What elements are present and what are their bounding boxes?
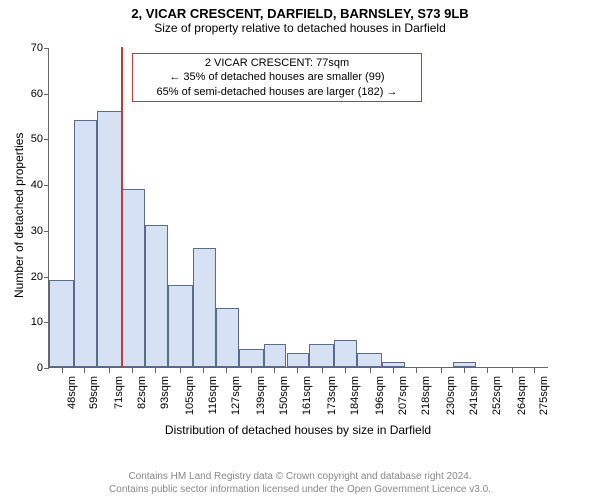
xtick-label: 150sqm xyxy=(278,376,290,415)
histogram-bar xyxy=(49,280,74,367)
histogram-bar xyxy=(74,120,97,367)
histogram-bar xyxy=(382,362,405,367)
title-line1: 2, VICAR CRESCENT, DARFIELD, BARNSLEY, S… xyxy=(0,6,600,21)
histogram-bar xyxy=(122,189,145,367)
footer-line1: Contains HM Land Registry data © Crown c… xyxy=(0,471,600,484)
xtick-mark xyxy=(416,368,417,373)
ytick-mark xyxy=(44,48,49,49)
histogram-bar xyxy=(216,308,239,367)
xtick-label: 230sqm xyxy=(445,376,457,415)
xtick-mark xyxy=(393,368,394,373)
xtick-label: 48sqm xyxy=(66,376,78,409)
histogram-bar xyxy=(97,111,122,367)
xtick-mark xyxy=(84,368,85,373)
ytick-mark xyxy=(44,277,49,278)
xtick-label: 252sqm xyxy=(491,376,503,415)
histogram-bar xyxy=(287,353,310,367)
ytick-mark xyxy=(44,231,49,232)
property-marker-line xyxy=(121,47,123,367)
ytick-mark xyxy=(44,185,49,186)
chart-container: 01020304050607048sqm59sqm71sqm82sqm93sqm… xyxy=(48,48,578,418)
xtick-label: 196sqm xyxy=(374,376,386,415)
xtick-mark xyxy=(132,368,133,373)
xtick-mark xyxy=(464,368,465,373)
xtick-mark xyxy=(322,368,323,373)
xtick-mark xyxy=(345,368,346,373)
xtick-mark xyxy=(512,368,513,373)
xtick-mark xyxy=(203,368,204,373)
footer-line2: Contains public sector information licen… xyxy=(0,484,600,497)
histogram-bar xyxy=(357,353,382,367)
xtick-label: 241sqm xyxy=(468,376,480,415)
xtick-mark xyxy=(370,368,371,373)
info-line3: 65% of semi-detached houses are larger (… xyxy=(141,85,413,99)
xtick-label: 184sqm xyxy=(349,376,361,415)
ytick-mark xyxy=(44,368,49,369)
xtick-label: 127sqm xyxy=(230,376,242,415)
xtick-label: 173sqm xyxy=(326,376,338,415)
info-line1: 2 VICAR CRESCENT: 77sqm xyxy=(141,56,413,70)
xtick-mark xyxy=(274,368,275,373)
xtick-label: 218sqm xyxy=(420,376,432,415)
xtick-label: 207sqm xyxy=(397,376,409,415)
title-line2: Size of property relative to detached ho… xyxy=(0,21,600,35)
marker-info-box: 2 VICAR CRESCENT: 77sqm ← 35% of detache… xyxy=(132,53,422,102)
xtick-mark xyxy=(297,368,298,373)
xtick-label: 59sqm xyxy=(88,376,100,409)
y-axis-label: Number of detached properties xyxy=(12,132,26,297)
xtick-mark xyxy=(180,368,181,373)
xtick-label: 275sqm xyxy=(538,376,550,415)
xtick-label: 264sqm xyxy=(516,376,528,415)
xtick-mark xyxy=(251,368,252,373)
ytick-label: 70 xyxy=(19,42,43,54)
histogram-bar xyxy=(264,344,287,367)
xtick-mark xyxy=(226,368,227,373)
chart-title-block: 2, VICAR CRESCENT, DARFIELD, BARNSLEY, S… xyxy=(0,0,600,35)
xtick-mark xyxy=(534,368,535,373)
histogram-bar xyxy=(239,349,264,367)
xtick-label: 93sqm xyxy=(159,376,171,409)
histogram-bar xyxy=(309,344,334,367)
xtick-label: 139sqm xyxy=(255,376,267,415)
histogram-bar xyxy=(334,340,357,367)
xtick-mark xyxy=(487,368,488,373)
histogram-bar xyxy=(453,362,476,367)
xtick-label: 105sqm xyxy=(184,376,196,415)
xtick-mark xyxy=(62,368,63,373)
info-line2: ← 35% of detached houses are smaller (99… xyxy=(141,70,413,84)
histogram-bar xyxy=(168,285,193,367)
xtick-mark xyxy=(155,368,156,373)
x-axis-label: Distribution of detached houses by size … xyxy=(48,423,548,437)
ytick-mark xyxy=(44,94,49,95)
xtick-label: 161sqm xyxy=(301,376,313,415)
histogram-bar xyxy=(193,248,216,367)
xtick-label: 116sqm xyxy=(207,376,219,414)
xtick-label: 82sqm xyxy=(136,376,148,409)
xtick-label: 71sqm xyxy=(113,376,125,409)
ytick-mark xyxy=(44,139,49,140)
ytick-label: 60 xyxy=(19,88,43,100)
ytick-label: 10 xyxy=(19,316,43,328)
xtick-mark xyxy=(441,368,442,373)
footer-attribution: Contains HM Land Registry data © Crown c… xyxy=(0,471,600,496)
ytick-label: 0 xyxy=(19,362,43,374)
histogram-bar xyxy=(145,225,168,367)
xtick-mark xyxy=(109,368,110,373)
